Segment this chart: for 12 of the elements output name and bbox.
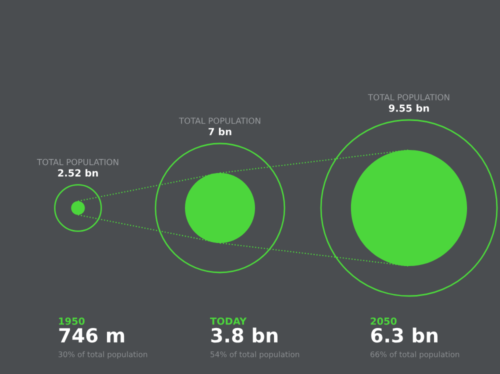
data-label: 6.3 bn bbox=[371, 328, 438, 343]
category-label: 2050 bbox=[370, 317, 397, 325]
category-label: TODAY bbox=[210, 317, 247, 325]
text: TOTAL POPULATION bbox=[368, 94, 450, 100]
data-label: 746 m bbox=[59, 328, 124, 343]
text: TOTAL POPULATION bbox=[178, 118, 260, 124]
data-label: 2.52 bn bbox=[58, 169, 98, 177]
text: TOTAL POPULATION bbox=[36, 158, 118, 166]
data-label: 9.55 bn bbox=[388, 104, 429, 112]
category-label: 1950 bbox=[59, 317, 85, 325]
data-label: 3.8 bn bbox=[211, 328, 278, 343]
data-label: 7 bn bbox=[208, 128, 232, 136]
